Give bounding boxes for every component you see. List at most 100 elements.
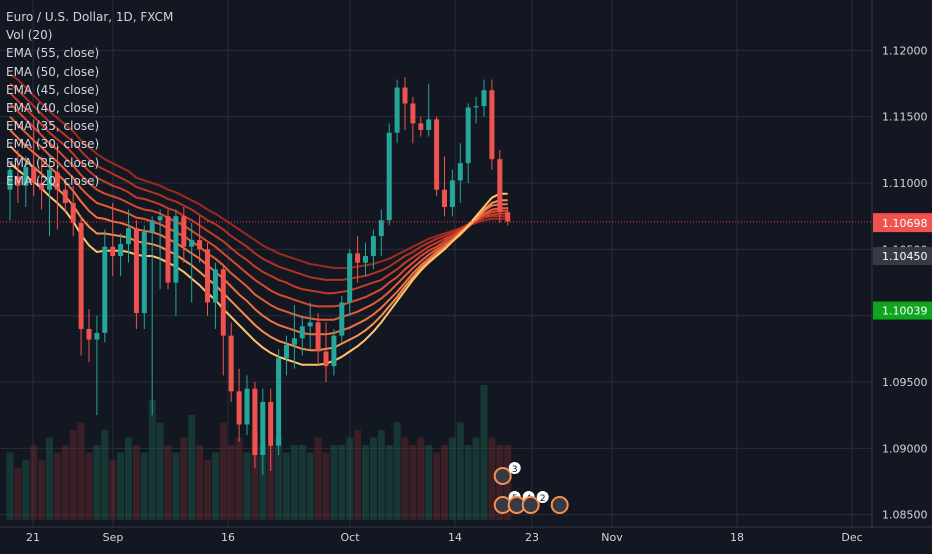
candle (197, 216, 203, 263)
candle (205, 242, 210, 316)
candle (291, 305, 297, 369)
ema-line (9, 82, 508, 281)
candle (7, 167, 13, 221)
ema-20-label[interactable]: EMA (20, close) (6, 173, 100, 188)
x-tick-label: Nov (601, 531, 623, 544)
candle-body (78, 222, 84, 329)
candle (323, 322, 329, 383)
volume-bar (148, 400, 156, 520)
candle (23, 156, 29, 207)
candle-body (102, 246, 108, 333)
candle-body (47, 169, 52, 190)
candle (102, 229, 108, 343)
candle (236, 368, 242, 442)
candle-body (449, 180, 455, 207)
volume-bar (196, 445, 204, 520)
candle-body (173, 216, 179, 283)
y-tick-label: 1.09500 (882, 376, 928, 389)
ema-45-label[interactable]: EMA (45, close) (6, 82, 100, 97)
ema-line (9, 92, 508, 295)
x-tick-label: Dec (841, 531, 862, 544)
volume-bar (338, 445, 346, 520)
candle-body (110, 246, 116, 257)
candle (252, 382, 258, 469)
volume-bar (401, 437, 409, 520)
ema-35-label[interactable]: EMA (35, close) (6, 119, 100, 134)
candle-body (141, 232, 147, 314)
x-tick-labels: 21 Sep 16 Oct 14 23 Nov 18 Dec (26, 531, 863, 544)
ema-55-label[interactable]: EMA (55, close) (6, 46, 100, 61)
candle (457, 143, 463, 203)
candle-body (7, 169, 13, 190)
candle (465, 103, 471, 184)
candle (15, 149, 21, 203)
candle (378, 209, 384, 257)
volume-bar (156, 422, 164, 520)
candle (212, 262, 218, 329)
volume-bar (188, 415, 196, 520)
candle-body (149, 220, 155, 233)
volume-bar (14, 467, 22, 520)
x-tick-label: Sep (103, 531, 124, 544)
candle-body (244, 388, 250, 425)
volume-bar (354, 430, 362, 520)
candle (39, 156, 45, 210)
candle-body (165, 216, 171, 283)
candle-body (260, 401, 266, 455)
ema-25-label[interactable]: EMA (25, close) (6, 155, 100, 170)
volume-bar (330, 445, 338, 520)
candle-body (402, 87, 408, 104)
ema-line (9, 73, 508, 269)
event-marker-icon (550, 496, 569, 514)
volume-bar (85, 452, 93, 520)
symbol-title[interactable]: Euro / U.S. Dollar, 1D, FXCM (6, 10, 174, 24)
ema-line (9, 129, 508, 336)
volume-bar (409, 445, 417, 520)
ema-50-label[interactable]: EMA (50, close) (6, 64, 100, 79)
volume-bar (464, 445, 472, 520)
volume-bar (385, 445, 393, 520)
candle-body (23, 167, 29, 186)
candle (426, 83, 432, 137)
candle (31, 119, 37, 197)
candle (315, 313, 321, 365)
candle (363, 242, 368, 276)
volume-bar (267, 445, 275, 520)
candle-body (473, 106, 479, 108)
candle (442, 156, 447, 217)
ema-40-label[interactable]: EMA (40, close) (6, 101, 100, 116)
candle-body (205, 249, 210, 303)
candle (78, 216, 84, 356)
ema-30-label[interactable]: EMA (30, close) (6, 137, 100, 152)
candle-body (86, 328, 92, 340)
candle-body (331, 335, 337, 367)
volume-bar (53, 452, 61, 520)
x-tick-label: 14 (448, 531, 462, 544)
candle (141, 225, 147, 329)
candle-body (236, 391, 242, 425)
candle (355, 236, 361, 283)
volume-indicator-label[interactable]: Vol (20) (6, 28, 53, 43)
volume-bar (425, 445, 433, 520)
candle-body (62, 189, 68, 203)
candle (276, 348, 282, 455)
volume-bar (93, 445, 101, 520)
y-tick-label: 1.11000 (882, 177, 928, 190)
candle (54, 143, 60, 230)
candle (473, 96, 479, 124)
volume-bar (322, 452, 330, 520)
candle (481, 79, 487, 117)
candle (118, 233, 124, 276)
candle (86, 309, 92, 363)
x-tick-label: 18 (730, 531, 744, 544)
candle (410, 96, 416, 144)
volume-bar (235, 437, 243, 520)
event-marker-icon (521, 496, 540, 514)
volume-bar (306, 452, 314, 520)
candle (394, 79, 400, 144)
event-count-label: 3 (512, 465, 518, 475)
